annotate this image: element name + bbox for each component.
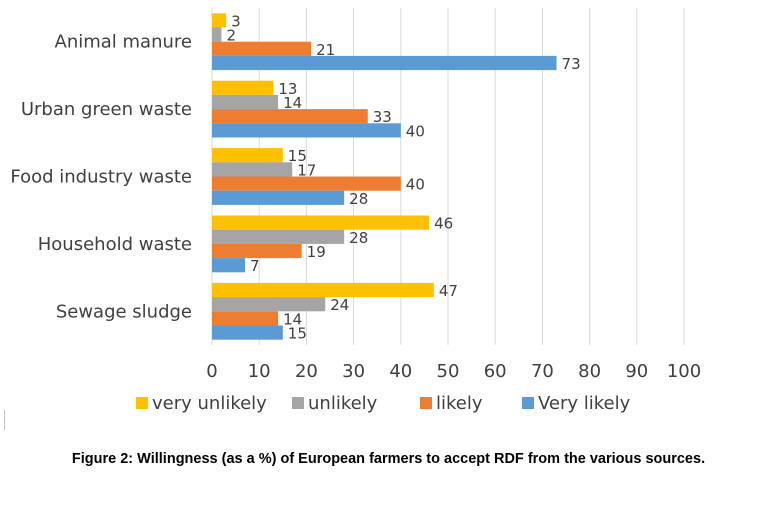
category-label: Food industry waste [10, 167, 192, 188]
data-label: 3 [231, 12, 241, 30]
legend-swatch [420, 397, 432, 409]
legend-label: very unlikely [152, 393, 267, 414]
data-label: 14 [283, 310, 302, 328]
x-tick-label: 50 [437, 361, 460, 382]
legend: very unlikely unlikely likely Very likely [136, 393, 631, 414]
bar [212, 27, 222, 42]
bar [212, 13, 227, 28]
category-label: Household waste [38, 234, 192, 255]
x-tick-label: 90 [625, 361, 648, 382]
bar [212, 94, 279, 110]
bar [212, 148, 283, 163]
bar [212, 282, 434, 298]
data-label: 13 [278, 80, 297, 98]
bar [212, 229, 345, 244]
category-label: Urban green waste [21, 99, 192, 120]
bar [212, 109, 368, 124]
data-label: 28 [349, 229, 368, 247]
x-tick-label: 40 [389, 361, 412, 382]
data-label: 21 [316, 41, 335, 59]
x-tick-label: 60 [484, 361, 507, 382]
data-label: 15 [288, 325, 307, 343]
bar [212, 215, 430, 230]
bar [212, 162, 293, 177]
data-label: 7 [250, 257, 260, 275]
legend-swatch [136, 397, 148, 409]
frame-edge [4, 410, 5, 430]
x-tick-label: 30 [342, 361, 365, 382]
bar [212, 123, 401, 138]
data-label: 24 [330, 296, 349, 314]
data-label: 2 [226, 27, 236, 45]
bar [212, 311, 279, 326]
bar [212, 41, 312, 56]
x-tick-label: 20 [295, 361, 318, 382]
data-label: 47 [439, 282, 458, 300]
x-tick-label: 80 [578, 361, 601, 382]
data-label: 17 [297, 161, 316, 179]
bar [212, 325, 283, 340]
x-axis-tick-labels: 0 10 20 30 40 50 60 70 80 90 100 [206, 361, 701, 382]
data-label: 28 [349, 190, 368, 208]
legend-label: likely [436, 393, 483, 414]
data-label: 40 [406, 122, 425, 140]
legend-label: unlikely [308, 393, 378, 414]
data-label: 33 [373, 108, 392, 126]
category-label: Sewage sludge [56, 301, 192, 322]
data-label: 46 [434, 215, 453, 233]
x-tick-label: 0 [206, 361, 217, 382]
x-tick-label: 70 [531, 361, 554, 382]
data-label: 15 [288, 147, 307, 165]
bar [212, 190, 345, 205]
category-labels: Animal manure Urban green waste Food indus… [10, 32, 192, 323]
bar [212, 258, 246, 273]
data-label: 73 [562, 55, 581, 73]
data-label: 40 [406, 176, 425, 194]
bar [212, 80, 274, 95]
legend-swatch [292, 397, 304, 409]
legend-label: Very likely [538, 393, 631, 414]
x-tick-label: 10 [248, 361, 271, 382]
legend-swatch [522, 397, 534, 409]
bars [212, 13, 557, 340]
bar [212, 55, 557, 71]
data-label: 14 [283, 94, 302, 112]
data-label: 19 [307, 243, 326, 261]
bar [212, 176, 401, 191]
category-label: Animal manure [55, 32, 192, 53]
bar [212, 243, 302, 259]
bar [212, 297, 326, 312]
figure-caption: Figure 2: Willingness (as a %) of Europe… [71, 451, 706, 467]
x-tick-label: 100 [667, 361, 701, 382]
